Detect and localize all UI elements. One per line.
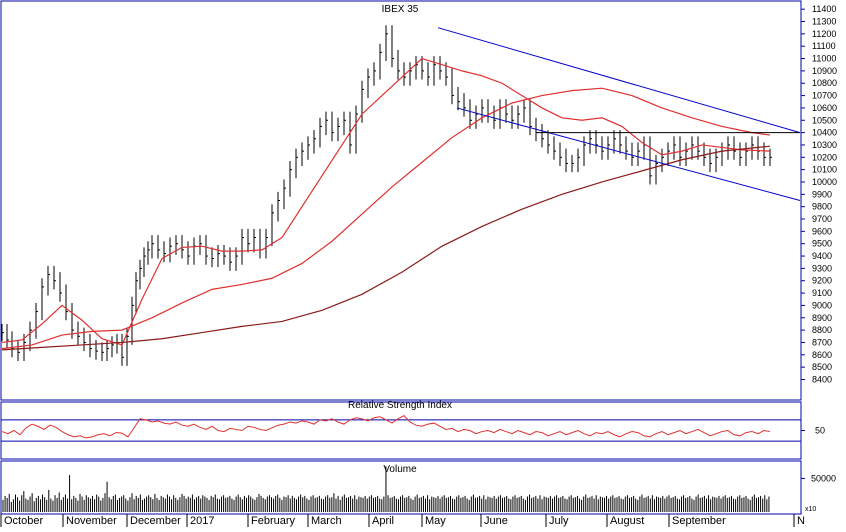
price-y-tick-label: 10100 — [812, 165, 837, 175]
moving-average-line-ma_long — [1, 145, 771, 351]
month-label: N — [797, 515, 805, 527]
price-y-tick-label: 10300 — [812, 140, 837, 150]
volume-panel-frame — [0, 460, 802, 515]
price-y-tick-label: 9000 — [812, 300, 832, 310]
price-y-tick-label: 11400 — [812, 4, 836, 14]
volume-y-tick-label: 50000 — [811, 473, 836, 483]
month-label: April — [372, 515, 394, 527]
price-y-tick-label: 10800 — [812, 78, 837, 88]
price-y-tick-label: 8600 — [812, 350, 832, 360]
month-label: August — [610, 515, 644, 527]
month-label: September — [672, 515, 726, 527]
volume-chart-title: Volume — [383, 464, 417, 475]
rsi-chart-title: Relative Strength Index — [348, 400, 452, 411]
moving-average-line-ma_medium — [1, 87, 771, 350]
price-y-tick-label: 11000 — [812, 54, 836, 64]
price-y-tick-label: 11100 — [812, 41, 836, 51]
price-y-tick-label: 8900 — [812, 313, 832, 323]
rsi-line — [1, 415, 771, 439]
volume-panel: 50000 — [2, 466, 836, 512]
price-y-tick-label: 10700 — [812, 91, 837, 101]
price-panel-frame — [0, 0, 802, 401]
price-y-tick-label: 8800 — [812, 325, 832, 335]
rsi-y-tick-label: 50 — [815, 426, 825, 436]
price-y-tick-label: 11300 — [812, 17, 836, 27]
month-label: October — [4, 515, 43, 527]
trend-channel — [437, 27, 801, 201]
price-y-tick-label: 10600 — [812, 103, 837, 113]
price-y-axis: 8400 8500 8600 8700 8800 8900 9000 9100 9200 9300… — [801, 4, 837, 384]
price-y-tick-label: 10200 — [812, 152, 837, 162]
channel-line-lower — [456, 107, 801, 201]
price-y-tick-label: 10400 — [812, 128, 837, 138]
price-chart-title: IBEX 35 — [382, 4, 419, 15]
price-y-tick-label: 8500 — [812, 362, 832, 372]
price-ohlc-bars — [1, 25, 772, 366]
rsi-panel: 50 — [1, 415, 825, 442]
month-label: 2017 — [190, 515, 214, 527]
month-label: May — [425, 515, 446, 527]
price-y-tick-label: 9600 — [812, 226, 832, 236]
price-y-tick-label: 9100 — [812, 288, 832, 298]
price-y-tick-label: 9700 — [812, 214, 832, 224]
price-y-tick-label: 8700 — [812, 337, 832, 347]
x-axis-months: October November December 2017 February March… — [0, 514, 805, 527]
month-label: November — [66, 515, 117, 527]
moving-average-line-ma_short — [1, 57, 771, 346]
channel-line-upper — [437, 27, 801, 134]
price-y-tick-label: 10900 — [812, 66, 837, 76]
month-label: June — [484, 515, 508, 527]
price-moving-averages — [1, 57, 771, 351]
price-y-tick-label: 9400 — [812, 251, 832, 261]
price-y-tick-label: 9200 — [812, 276, 832, 286]
price-y-tick-label: 8400 — [812, 374, 832, 384]
price-y-tick-label: 9500 — [812, 239, 832, 249]
volume-scale-note: x10 — [805, 506, 816, 513]
price-y-tick-label: 9300 — [812, 263, 832, 273]
price-y-tick-label: 11200 — [812, 29, 836, 39]
month-label: February — [251, 515, 296, 527]
month-label: March — [311, 515, 342, 527]
price-y-tick-label: 10000 — [812, 177, 837, 187]
price-y-tick-label: 9900 — [812, 189, 832, 199]
month-label: July — [549, 515, 569, 527]
month-label: December — [130, 515, 181, 527]
price-y-tick-label: 9800 — [812, 202, 832, 212]
price-y-tick-label: 10500 — [812, 115, 837, 125]
